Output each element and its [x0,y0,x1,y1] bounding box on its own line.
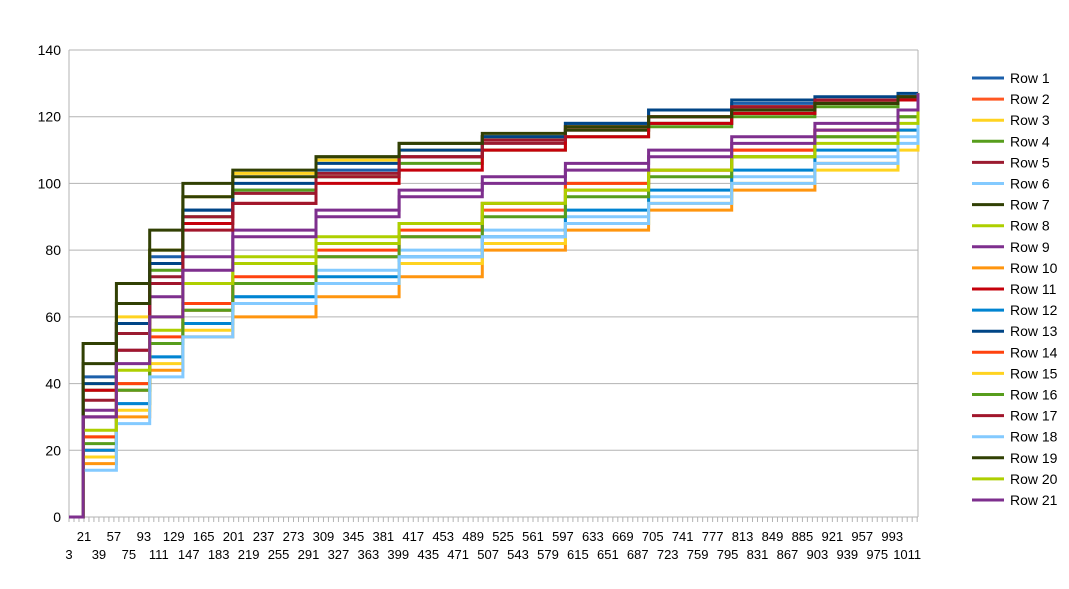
x-tick-label: 795 [717,547,739,562]
y-tick-label: 80 [45,242,61,258]
legend-label: Row 7 [1010,197,1050,213]
x-tick-label: 867 [777,547,799,562]
x-tick-label: 309 [313,529,335,544]
x-tick-label: 885 [792,529,814,544]
y-tick-label: 140 [38,42,62,58]
x-tick-label: 75 [122,547,136,562]
x-tick-label: 381 [372,529,394,544]
legend-label: Row 5 [1010,154,1050,170]
x-tick-label: 39 [92,547,106,562]
legend-label: Row 16 [1010,387,1058,403]
x-tick-label: 1011 [893,547,921,562]
y-tick-label: 100 [38,175,62,191]
x-tick-label: 147 [178,547,200,562]
x-tick-label: 597 [552,529,574,544]
x-tick-label: 273 [283,529,305,544]
x-tick-label: 741 [672,529,694,544]
x-tick-label: 849 [762,529,784,544]
x-tick-label: 615 [567,547,589,562]
x-tick-label: 345 [343,529,365,544]
series-lines [69,91,920,519]
x-tick-label: 705 [642,529,664,544]
y-tick-label: 20 [45,442,61,458]
x-tick-label: 291 [298,547,320,562]
legend-label: Row 9 [1010,239,1050,255]
x-tick-label: 579 [537,547,559,562]
x-tick-label: 435 [417,547,439,562]
legend-label: Row 3 [1010,112,1050,128]
x-tick-label: 507 [477,547,499,562]
series-line-20 [69,93,920,519]
x-tick-label: 255 [268,547,290,562]
x-tick-label: 453 [432,529,454,544]
x-tick-label: 687 [627,547,649,562]
y-tick-label: 60 [45,309,61,325]
legend-label: Row 12 [1010,302,1058,318]
legend-label: Row 6 [1010,176,1050,192]
x-tick-label: 813 [732,529,754,544]
x-tick-label: 237 [253,529,275,544]
x-tick-label: 777 [702,529,724,544]
x-tick-label: 327 [328,547,350,562]
legend-label: Row 19 [1010,450,1058,466]
x-tick-label: 183 [208,547,230,562]
y-tick-label: 40 [45,376,61,392]
x-tick-label: 3 [65,547,72,562]
series-line-21 [69,93,920,519]
x-tick-label: 831 [747,547,769,562]
x-tick-label: 525 [492,529,514,544]
x-tick-label: 165 [193,529,215,544]
x-tick-label: 759 [687,547,709,562]
x-tick-label: 903 [807,547,829,562]
legend-label: Row 15 [1010,365,1058,381]
legend-label: Row 10 [1010,260,1058,276]
x-tick-label: 201 [223,529,245,544]
legend-label: Row 11 [1010,281,1057,297]
x-tick-label: 489 [462,529,484,544]
x-tick-label: 921 [822,529,844,544]
x-tick-label: 957 [851,529,873,544]
x-tick-label: 399 [387,547,409,562]
legend-label: Row 1 [1010,70,1050,86]
x-tick-label: 21 [77,529,91,544]
y-axis-ticks: 0 20 40 60 80 100 120 140 [38,42,62,525]
y-tick-label: 120 [38,109,62,125]
x-axis-ticks: 21 57 93 129 165 201 237 273 309 345 381 417 453 489 5… [65,517,921,562]
x-tick-label: 669 [612,529,634,544]
x-tick-label: 129 [163,529,185,544]
x-tick-label: 993 [881,529,903,544]
legend-label: Row 4 [1010,133,1050,149]
x-tick-label: 219 [238,547,260,562]
legend-label: Row 21 [1010,492,1058,508]
x-tick-label: 93 [137,529,151,544]
x-tick-label: 111 [149,547,169,562]
legend-label: Row 2 [1010,91,1050,107]
y-tick-label: 0 [53,509,61,525]
series-line-19 [69,93,920,519]
x-tick-label: 633 [582,529,604,544]
x-tick-label: 543 [507,547,529,562]
x-tick-label: 723 [657,547,679,562]
legend: Row 1 Row 2 Row 3 Row 4 Row 5 Row 6 Row 7 Row 8… [972,70,1058,508]
legend-label: Row 20 [1010,471,1058,487]
legend-label: Row 13 [1010,323,1058,339]
x-tick-label: 363 [358,547,380,562]
legend-label: Row 14 [1010,344,1058,360]
legend-label: Row 18 [1010,429,1058,445]
x-tick-label: 57 [107,529,121,544]
x-tick-label: 417 [402,529,424,544]
x-tick-label: 939 [836,547,858,562]
x-tick-label: 975 [866,547,888,562]
legend-label: Row 8 [1010,218,1050,234]
x-tick-label: 651 [597,547,619,562]
x-tick-label: 561 [522,529,544,544]
series-line-18 [69,93,920,519]
legend-label: Row 17 [1010,408,1058,424]
x-tick-label: 471 [447,547,469,562]
